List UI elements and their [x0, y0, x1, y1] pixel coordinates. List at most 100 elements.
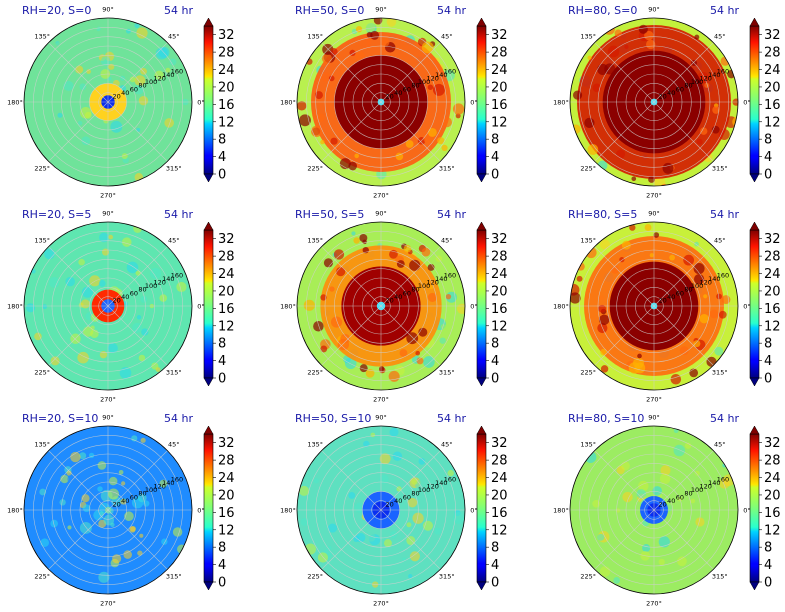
panel-title: RH=50, S=0 [295, 4, 364, 17]
colorbar-gradient [203, 433, 214, 583]
colorbar-extend-min [203, 581, 214, 591]
angular-tick-label: 90° [648, 210, 660, 218]
radial-tick-label: 100 [418, 78, 430, 86]
radial-tick-label: 60 [676, 85, 684, 93]
radial-tick-label: 40 [667, 497, 675, 505]
radial-tick-label: 40 [121, 293, 129, 301]
colorbar-tick-label: 24 [764, 471, 781, 486]
colorbar-extend-max [749, 221, 760, 231]
colorbar-tick-label: 24 [764, 63, 781, 78]
colorbar-extend-min [749, 173, 760, 183]
colorbar-gradient [749, 25, 760, 175]
angular-tick-label: 135° [34, 237, 50, 245]
angular-tick-label: 135° [580, 33, 596, 41]
colorbar-tick-label: 20 [491, 80, 508, 95]
colorbar-tick-label: 0 [764, 168, 772, 183]
radial-tick-label: 40 [394, 89, 402, 97]
colorbar-gradient [476, 433, 487, 583]
polar-frame [23, 17, 193, 187]
angular-tick-label: 0° [743, 99, 750, 107]
colorbar-tick-label: 24 [218, 267, 235, 282]
angular-tick-label: 90° [375, 414, 387, 422]
angular-tick-label: 45° [441, 237, 453, 245]
radial-tick-label: 20 [385, 296, 393, 304]
colorbar-tick-label: 0 [491, 168, 499, 183]
angular-tick-label: 135° [307, 441, 323, 449]
colorbar-extend-max [476, 17, 487, 27]
colorbar-tick-label: 32 [764, 232, 781, 247]
colorbar-tick-label: 32 [491, 436, 508, 451]
radial-tick-label: 160 [717, 475, 729, 483]
colorbar-tick-label: 20 [764, 284, 781, 299]
colorbar-tick-label: 24 [491, 267, 508, 282]
radial-tick-label: 120 [427, 279, 439, 287]
radial-tick-label: 20 [112, 92, 120, 100]
angular-tick-label: 90° [648, 6, 660, 14]
angular-tick-label: 315° [166, 164, 182, 172]
colorbar-tick-label: 4 [218, 558, 226, 573]
colorbar-extend-max [203, 17, 214, 27]
panel-time-label: 54 hr [164, 4, 193, 17]
angular-tick-label: 225° [580, 164, 596, 172]
colorbar-tick-label: 0 [764, 576, 772, 591]
polar-panel-7: 0°45°90°135°180°225°270°315°20 40 60 801001… [7, 412, 234, 608]
panel-title: RH=80, S=10 [568, 412, 644, 425]
angular-tick-label: 270° [373, 192, 389, 200]
polar-grid [296, 425, 466, 595]
radial-tick-label: 160 [171, 67, 183, 75]
radial-tick-label: 140 [162, 275, 174, 283]
radial-tick-label: 60 [130, 289, 138, 297]
angular-tick-label: 135° [307, 33, 323, 41]
colorbar: 0 4 8 12 16 20 24 28 32 [203, 17, 235, 183]
colorbar-tick-label: 4 [218, 354, 226, 369]
radial-tick-label: 40 [667, 89, 675, 97]
radial-tick-label: 80 [138, 490, 146, 498]
radial-tick-label: 120 [154, 483, 166, 491]
radial-tick-label: 120 [154, 75, 166, 83]
angular-tick-label: 180° [553, 303, 569, 311]
colorbar-tick-label: 12 [764, 523, 781, 538]
colorbar-tick-label: 0 [491, 372, 499, 387]
angular-tick-label: 225° [307, 572, 323, 580]
angular-tick-label: 135° [307, 237, 323, 245]
colorbar-tick-label: 8 [764, 133, 772, 148]
colorbar-tick-label: 4 [491, 354, 499, 369]
colorbar-tick-label: 8 [491, 541, 499, 556]
colorbar-tick-label: 4 [764, 150, 772, 165]
colorbar-extend-min [476, 581, 487, 591]
polar-panel-2: 0°45°90°135°180°225°270°315°20 40 60 801001… [280, 4, 507, 200]
radial-tick-label: 100 [418, 486, 430, 494]
angular-tick-label: 0° [197, 303, 204, 311]
colorbar-tick-label: 8 [491, 133, 499, 148]
radial-tick-label: 160 [717, 271, 729, 279]
angular-tick-label: 135° [580, 441, 596, 449]
colorbar-tick-label: 16 [764, 302, 781, 317]
angular-tick-label: 270° [646, 396, 662, 404]
colorbar-tick-label: 32 [764, 436, 781, 451]
colorbar-gradient [749, 229, 760, 379]
angular-tick-label: 0° [743, 507, 750, 515]
angular-tick-label: 315° [439, 164, 455, 172]
radial-tick-label: 100 [145, 78, 157, 86]
colorbar-extend-max [203, 425, 214, 435]
polar-grid [23, 17, 193, 187]
radial-tick-label: 20 [385, 500, 393, 508]
colorbar-tick-label: 12 [764, 115, 781, 130]
colorbar-extend-min [203, 377, 214, 387]
colorbar-extend-min [749, 377, 760, 387]
angular-tick-label: 180° [553, 99, 569, 107]
polar-panel-4: 0°45°90°135°180°225°270°315°20 40 60 801001… [7, 208, 234, 404]
colorbar-tick-label: 20 [491, 284, 508, 299]
colorbar-tick-label: 12 [764, 319, 781, 334]
polar-panel-6: 0°45°90°135°180°225°270°315°20 40 60 801001… [553, 208, 780, 404]
colorbar-tick-label: 12 [491, 319, 508, 334]
angular-tick-label: 0° [470, 507, 477, 515]
angular-tick-label: 270° [100, 600, 116, 608]
radial-tick-label: 40 [667, 293, 675, 301]
angular-tick-label: 45° [714, 441, 726, 449]
polar-panel-1: 0°45°90°135°180°225°270°315°20 40 60 801001… [7, 4, 234, 200]
colorbar-tick-label: 12 [218, 319, 235, 334]
radial-tick-label: 140 [162, 71, 174, 79]
angular-tick-label: 315° [439, 572, 455, 580]
polar-grid [296, 17, 466, 187]
